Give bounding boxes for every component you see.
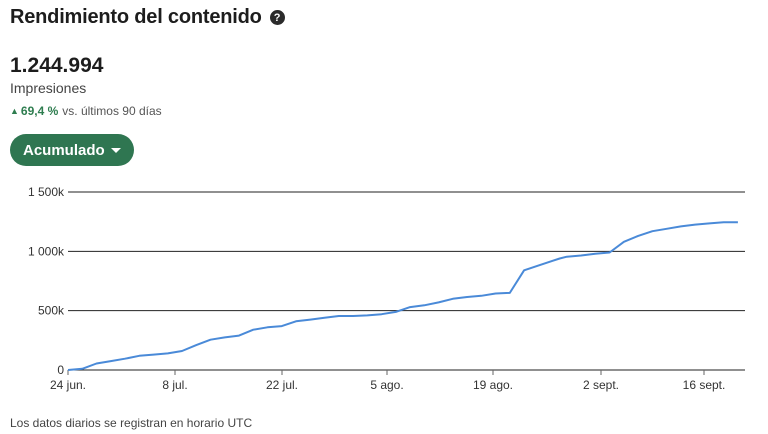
dropdown-label: Acumulado <box>23 141 105 159</box>
triangle-up-icon: ▲ <box>10 106 19 116</box>
x-tick-label: 8 jul. <box>162 378 187 392</box>
footer-note: Los datos diarios se registran en horari… <box>10 416 253 430</box>
x-tick-label: 19 ago. <box>473 378 513 392</box>
trend-percent: 69,4 % <box>20 104 59 118</box>
trend-period: vs. últimos 90 días <box>62 104 162 118</box>
caret-down-icon <box>110 147 121 153</box>
x-tick-label: 5 ago. <box>370 378 403 392</box>
impressions-value: 1.244.994 <box>10 54 104 77</box>
y-tick-label: 1 500k <box>28 185 65 199</box>
y-tick-label: 1 000k <box>28 244 65 258</box>
trend-indicator: ▲ 69,4 % vs. últimos 90 días <box>10 104 162 118</box>
x-tick-label: 22 jul. <box>266 378 298 392</box>
x-tick-label: 24 jun. <box>50 378 86 392</box>
question-circle-icon[interactable]: ? <box>269 10 285 25</box>
x-tick-label: 2 sept. <box>583 378 619 392</box>
y-tick-label: 0 <box>57 363 64 377</box>
impressions-chart: 0 500k 1 000k 1 500k 24 jun. 8 jul. 22 jul. 5 a… <box>28 185 745 392</box>
impressions-label: Impresiones <box>10 80 87 96</box>
series-line <box>67 221 738 371</box>
section-title: Rendimiento del contenido <box>10 6 262 28</box>
x-tick-label: 16 sept. <box>683 378 726 392</box>
y-tick-label: 500k <box>38 304 65 318</box>
aggregation-dropdown[interactable]: Acumulado <box>10 134 134 166</box>
section-header: Rendimiento del contenido ? <box>10 6 285 29</box>
